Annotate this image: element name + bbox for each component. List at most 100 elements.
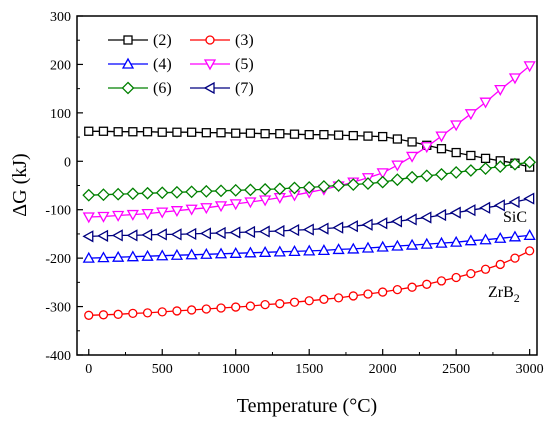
data-point [347,242,360,254]
data-point [258,182,272,196]
data-point [361,177,375,190]
data-point [185,185,199,199]
legend-item: (4) [108,56,172,73]
data-point [333,293,344,303]
data-point [258,225,270,238]
data-point [363,131,373,141]
data-point [214,247,228,259]
data-point [508,230,522,242]
series-5 [82,155,537,202]
data-point [303,244,316,256]
data-point [126,187,140,201]
data-point [113,309,123,319]
data-point [407,282,417,292]
data-point [376,217,388,230]
data-point [273,182,287,196]
data-point [405,238,419,250]
data-point [479,97,492,109]
x-axis-title: Temperature (°C) [237,395,377,417]
chart-marks [82,61,537,320]
legend-label: (2) [153,32,172,49]
legend-item: (2) [108,32,172,49]
legend-label: (5) [235,56,254,73]
data-point [273,245,286,257]
data-point [170,248,184,260]
y-tick-label: 100 [50,107,71,122]
data-point [392,284,403,295]
data-point [449,166,463,179]
data-point [186,127,197,137]
legend-item: (6) [108,80,172,97]
data-point [244,246,257,258]
x-tick-label: 2000 [369,362,397,377]
data-point [97,229,109,242]
data-point [464,234,477,246]
data-point [229,199,242,211]
data-point [392,134,403,144]
data-point [259,245,272,257]
series-1 [84,126,535,172]
data-point [170,185,184,199]
data-point [155,186,169,200]
data-point [317,222,329,235]
data-point [436,144,447,154]
annotation-zrb2-sub: 2 [514,291,520,305]
data-point [141,208,154,220]
data-point [245,301,256,311]
data-point [84,126,94,136]
data-point [126,250,139,262]
data-point [245,128,256,138]
data-point [435,167,448,181]
data-point [451,147,461,158]
annotation-zrb2: ZrB2 [488,284,520,305]
data-point [141,249,154,261]
data-point [435,236,448,248]
y-tick-label: 300 [50,10,71,25]
data-point [464,204,476,217]
data-point [275,129,285,139]
data-point [510,253,520,263]
data-point [376,175,390,189]
data-point [319,294,329,304]
data-point [332,243,345,255]
data-point [348,130,358,141]
legend-label: (7) [235,80,254,97]
data-point [260,299,270,310]
data-point [128,308,138,319]
data-point [479,201,491,214]
data-point [523,155,537,169]
data-point [494,231,507,243]
data-point [466,150,476,161]
data-point [317,244,331,256]
data-point [405,170,419,184]
data-point [126,229,138,242]
data-point [231,128,241,138]
y-tick-label: -400 [45,349,71,364]
data-point [201,128,211,138]
data-point [98,310,109,320]
data-point [288,245,301,257]
data-point [405,213,417,226]
data-point [229,183,243,197]
data-point [480,264,491,274]
data-point [390,173,404,187]
data-point [97,251,110,263]
data-point [319,129,329,140]
data-point [288,181,301,195]
data-point [170,206,184,218]
axis-ticks: 0 500 1000 1500 2000 2500 3000-400-300-200-100… [45,10,543,377]
data-point [405,151,419,163]
data-point [420,237,433,249]
data-point [128,127,138,137]
data-point [214,201,228,213]
data-point [111,229,123,242]
x-tick-label: 0 [85,362,92,377]
data-point [97,188,110,202]
data-point [361,218,373,231]
data-point [141,186,154,200]
data-point [185,248,198,260]
data-point [523,229,536,241]
data-point [508,73,522,85]
data-point [302,181,316,194]
legend-label: (4) [153,56,172,73]
